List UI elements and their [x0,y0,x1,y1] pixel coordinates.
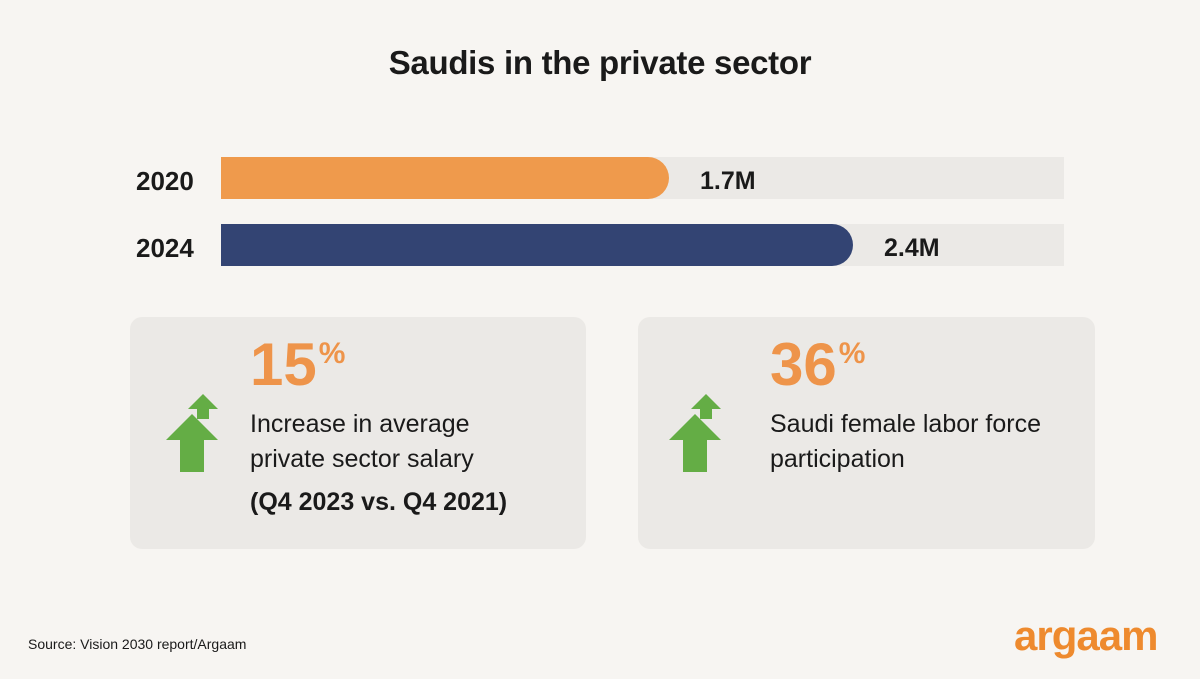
bar-2024 [221,224,853,266]
bar-chart: 2020 1.7M 2024 2.4M [0,0,1200,300]
bar-2020 [221,157,669,199]
stat-description-line: Saudi female labor force [770,410,1041,438]
stat-description-line: Increase in average [250,410,470,438]
category-label-2020: 2020 [136,166,194,196]
double-up-arrow-icon [669,394,721,472]
stat-description-line: participation [770,445,905,473]
bar-track-2020 [221,157,1064,199]
stat-card-salary: 15% Increase in average private sector s… [130,317,586,549]
stat-description-line: private sector salary [250,445,474,473]
stat-period: (Q4 2023 vs. Q4 2021) [250,488,508,516]
stat-suffix: % [838,337,866,370]
page-title: Saudis in the private sector [388,44,812,81]
category-label-2024: 2024 [136,233,194,263]
stat-value: 36% [770,335,865,395]
stat-value: 15% [250,335,345,395]
double-up-arrow-icon [166,394,218,472]
source-note: Source: Vision 2030 report/Argaam [28,636,247,652]
stat-number: 15 [250,331,317,398]
argaam-logo: argaam [1014,612,1158,659]
stat-card-female-participation: 36% Saudi female labor force participati… [638,317,1095,549]
stat-suffix: % [318,337,346,370]
bar-track-2024 [221,224,1064,266]
stat-description: Increase in average private sector salar… [250,407,474,477]
value-label-2024: 2.4M [884,234,940,262]
stat-description: Saudi female labor force participation [770,407,1041,477]
stat-number: 36 [770,331,837,398]
value-label-2020: 1.7M [700,167,756,195]
